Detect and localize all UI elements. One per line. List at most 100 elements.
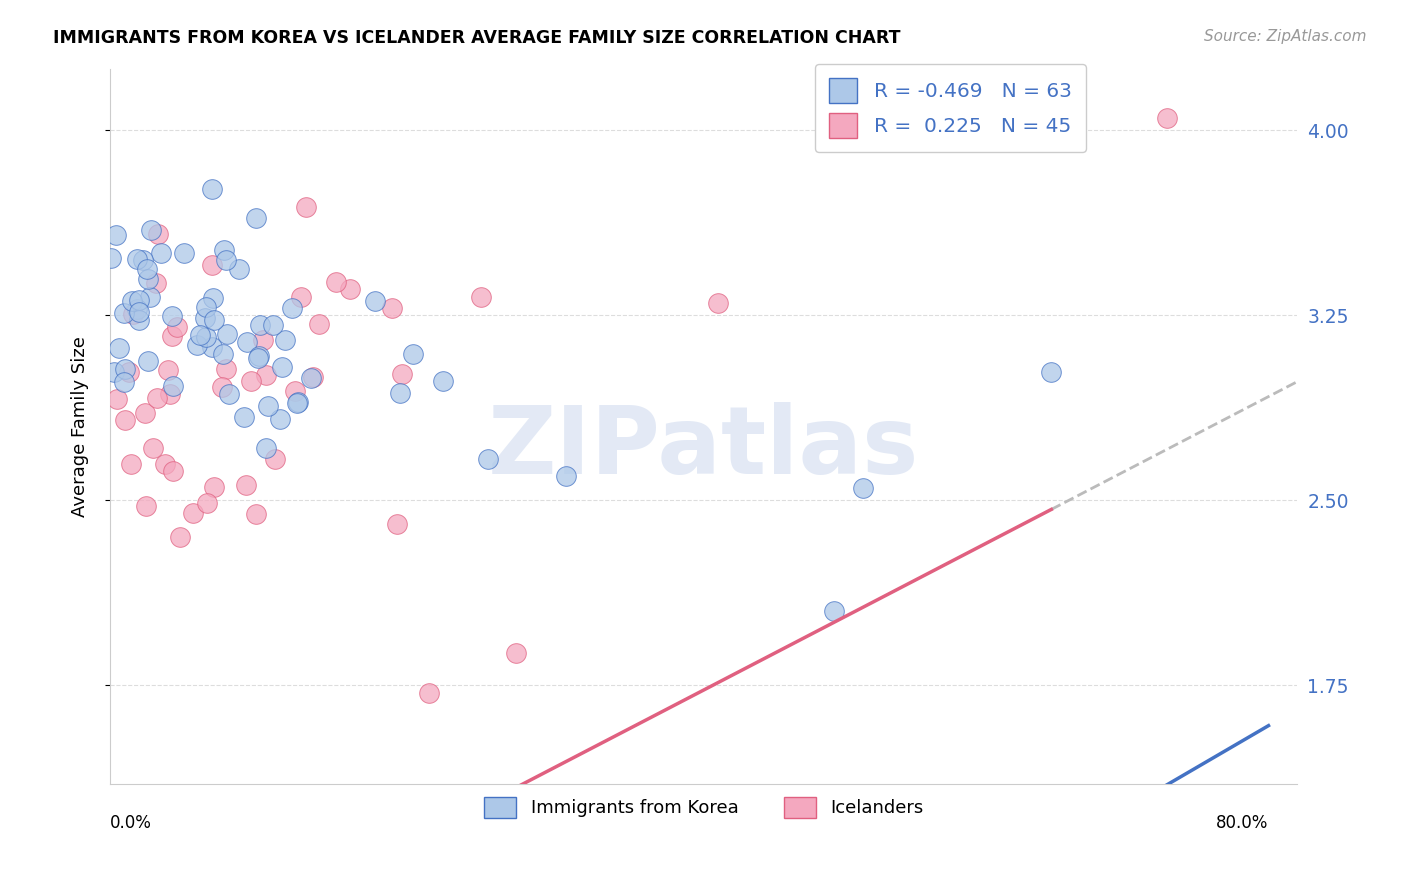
Point <box>269 412 291 426</box>
Point <box>215 252 238 267</box>
Point <box>112 306 135 320</box>
Point <box>146 391 169 405</box>
Point <box>432 374 454 388</box>
Text: 80.0%: 80.0% <box>1216 814 1268 832</box>
Point <box>162 379 184 393</box>
Point <box>249 318 271 332</box>
Point <box>169 530 191 544</box>
Text: ZIPatlas: ZIPatlas <box>488 401 920 493</box>
Point <box>173 246 195 260</box>
Point <box>118 366 141 380</box>
Point <box>281 301 304 315</box>
Point <box>121 307 143 321</box>
Point <box>402 347 425 361</box>
Point <box>418 685 440 699</box>
Point <box>233 410 256 425</box>
Point <box>135 499 157 513</box>
Point <box>235 478 257 492</box>
Point <box>162 465 184 479</box>
Point <box>114 413 136 427</box>
Point <box>194 310 217 325</box>
Point <box>264 451 287 466</box>
Point <box>112 376 135 390</box>
Text: Source: ZipAtlas.com: Source: ZipAtlas.com <box>1204 29 1367 44</box>
Point <box>162 310 184 324</box>
Point <box>201 340 224 354</box>
Point <box>505 646 527 660</box>
Point <box>149 246 172 260</box>
Point <box>1156 111 1178 125</box>
Point <box>217 327 239 342</box>
Point <box>285 396 308 410</box>
Point <box>160 328 183 343</box>
Text: IMMIGRANTS FROM KOREA VS ICELANDER AVERAGE FAMILY SIZE CORRELATION CHART: IMMIGRANTS FROM KOREA VS ICELANDER AVERA… <box>53 29 901 46</box>
Point <box>252 333 274 347</box>
Y-axis label: Average Family Size: Average Family Size <box>72 335 89 516</box>
Point <box>325 275 347 289</box>
Point <box>823 604 845 618</box>
Point <box>385 517 408 532</box>
Point <box>128 293 150 307</box>
Point <box>391 367 413 381</box>
Point <box>136 272 159 286</box>
Point <box>107 341 129 355</box>
Point <box>852 481 875 495</box>
Point <box>134 407 156 421</box>
Point <box>239 375 262 389</box>
Point <box>100 251 122 265</box>
Point <box>145 276 167 290</box>
Point <box>195 330 218 344</box>
Point <box>247 351 270 366</box>
Point <box>166 320 188 334</box>
Point <box>214 243 236 257</box>
Point <box>125 252 148 266</box>
Point <box>201 181 224 195</box>
Point <box>121 293 143 308</box>
Point <box>228 261 250 276</box>
Point <box>195 496 218 510</box>
Point <box>139 223 162 237</box>
Point <box>308 318 330 332</box>
Point <box>128 313 150 327</box>
Point <box>195 300 218 314</box>
Point <box>107 392 129 407</box>
Point <box>181 506 204 520</box>
Point <box>159 386 181 401</box>
Point <box>202 291 225 305</box>
Point <box>202 480 225 494</box>
Point <box>299 371 322 385</box>
Point <box>114 362 136 376</box>
Point <box>270 359 292 374</box>
Point <box>125 301 148 316</box>
Point <box>104 227 127 242</box>
Point <box>1040 365 1063 379</box>
Point <box>262 318 284 333</box>
Point <box>135 262 157 277</box>
Point <box>364 293 387 308</box>
Point <box>131 252 153 267</box>
Point <box>211 380 233 394</box>
Point <box>389 385 412 400</box>
Point <box>284 384 307 399</box>
Point <box>120 457 142 471</box>
Point <box>235 335 257 350</box>
Point <box>381 301 404 315</box>
Point <box>555 468 578 483</box>
Point <box>157 363 180 377</box>
Point <box>254 368 277 382</box>
Point <box>139 290 162 304</box>
Point <box>470 290 492 304</box>
Point <box>339 282 361 296</box>
Point <box>201 259 224 273</box>
Point <box>146 227 169 242</box>
Point <box>186 338 208 352</box>
Point <box>290 290 312 304</box>
Point <box>245 508 267 522</box>
Point <box>254 442 277 456</box>
Point <box>247 350 270 364</box>
Point <box>142 441 165 455</box>
Point <box>136 354 159 368</box>
Point <box>477 451 499 466</box>
Point <box>202 313 225 327</box>
Legend: Immigrants from Korea, Icelanders: Immigrants from Korea, Icelanders <box>477 789 931 825</box>
